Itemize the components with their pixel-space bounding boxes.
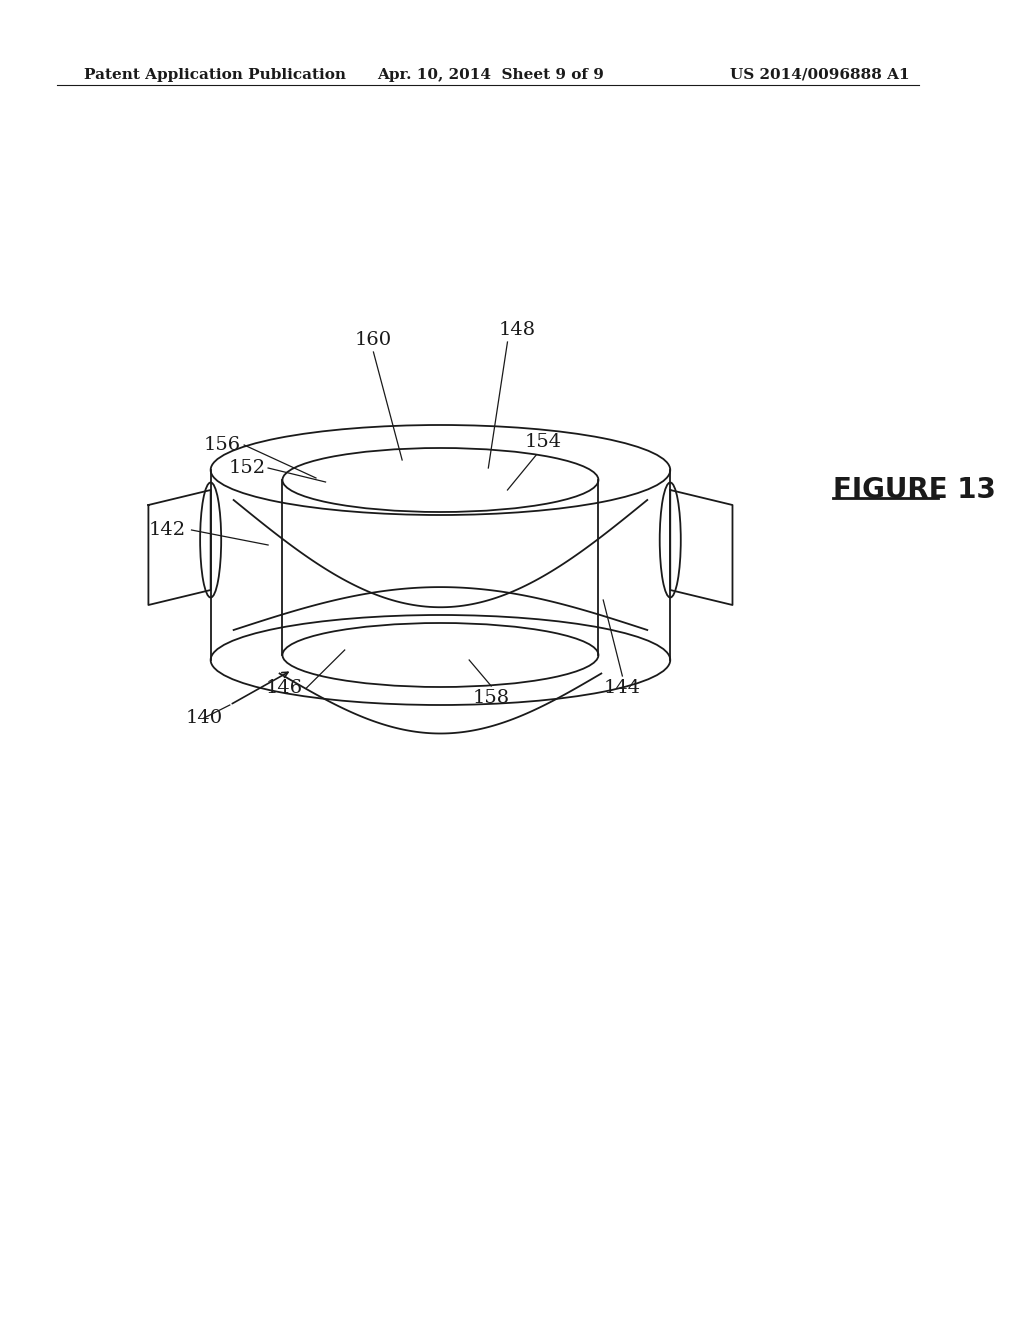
Text: Apr. 10, 2014  Sheet 9 of 9: Apr. 10, 2014 Sheet 9 of 9 [377,69,604,82]
Text: US 2014/0096888 A1: US 2014/0096888 A1 [730,69,909,82]
Text: 154: 154 [524,433,561,451]
Text: 158: 158 [473,689,510,708]
Text: 160: 160 [355,331,392,348]
Text: 140: 140 [185,709,222,727]
Text: 146: 146 [266,678,303,697]
Text: 152: 152 [228,459,265,477]
Text: FIGURE 13: FIGURE 13 [833,477,996,504]
Text: 156: 156 [204,436,241,454]
Text: Patent Application Publication: Patent Application Publication [84,69,346,82]
Text: 144: 144 [604,678,641,697]
Text: 142: 142 [150,521,186,539]
Text: 148: 148 [499,321,536,339]
